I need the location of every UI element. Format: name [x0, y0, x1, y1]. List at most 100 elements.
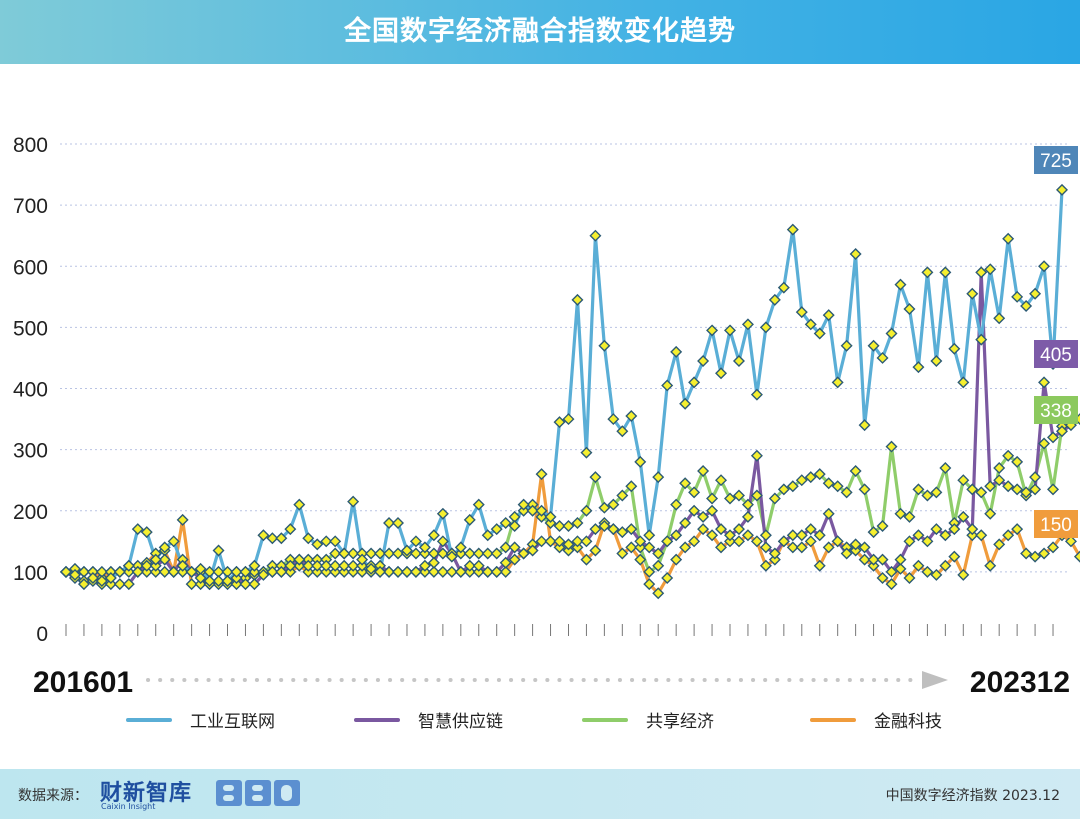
data-point	[392, 565, 404, 578]
data-point	[1011, 455, 1024, 468]
data-point	[427, 565, 440, 578]
data-point	[849, 538, 862, 551]
data-point	[984, 480, 997, 493]
data-point	[688, 535, 701, 548]
y-tick-label: 500	[13, 317, 48, 340]
data-point	[804, 318, 817, 331]
data-point	[1011, 483, 1024, 496]
data-point	[849, 465, 862, 478]
data-point	[822, 507, 835, 520]
data-point	[589, 229, 602, 242]
data-point	[176, 565, 189, 578]
data-point	[167, 565, 180, 578]
data-point	[463, 547, 476, 560]
data-point	[840, 486, 853, 499]
data-point	[338, 547, 351, 560]
data-point	[697, 523, 710, 536]
data-point	[544, 516, 557, 529]
data-point	[903, 571, 916, 584]
data-point	[706, 492, 719, 505]
data-point	[1047, 431, 1060, 444]
data-point	[652, 547, 665, 560]
data-point	[1038, 437, 1051, 450]
data-point	[409, 565, 422, 578]
data-point	[993, 474, 1006, 487]
data-point	[284, 565, 297, 578]
data-point	[427, 529, 440, 542]
data-point	[589, 544, 602, 557]
data-point	[598, 520, 611, 533]
end-label-box	[1034, 146, 1078, 174]
data-point	[1020, 547, 1033, 560]
data-point	[418, 541, 431, 554]
data-point	[616, 547, 629, 560]
data-point	[885, 440, 898, 453]
data-point	[706, 529, 719, 542]
data-point	[966, 483, 979, 496]
data-point	[715, 523, 728, 536]
data-point	[562, 544, 575, 557]
data-point	[176, 513, 189, 526]
data-point	[365, 547, 378, 560]
data-point	[1002, 480, 1015, 493]
end-label-box	[1034, 340, 1078, 368]
data-point	[849, 544, 862, 557]
data-point	[858, 483, 871, 496]
data-point	[293, 559, 306, 572]
data-point	[517, 498, 530, 511]
data-point	[759, 321, 772, 334]
x-range-arrow	[922, 671, 948, 689]
data-point	[670, 553, 683, 566]
data-point	[230, 565, 243, 578]
data-point	[140, 565, 153, 578]
data-point	[939, 461, 952, 474]
data-point	[194, 578, 207, 591]
data-point	[643, 529, 656, 542]
data-point	[661, 379, 674, 392]
data-point	[1038, 260, 1051, 273]
data-point	[813, 529, 826, 542]
data-point	[858, 553, 871, 566]
data-point	[445, 550, 458, 563]
data-point	[598, 339, 611, 352]
data-point	[499, 516, 512, 529]
data-point	[248, 559, 261, 572]
data-point	[356, 565, 369, 578]
data-point	[266, 532, 279, 545]
data-point	[984, 559, 997, 572]
data-point	[993, 312, 1006, 325]
data-point	[688, 504, 701, 517]
data-point	[356, 559, 369, 572]
data-point	[679, 516, 692, 529]
data-point	[490, 547, 503, 560]
footer-bar: 数据来源： 财新智库 Caixin Insight 中国数字经济指数 2023.…	[0, 769, 1080, 819]
x-end-label: 202312	[970, 666, 1070, 699]
data-point	[777, 535, 790, 548]
data-point	[786, 529, 799, 542]
data-point	[356, 553, 369, 566]
data-point	[616, 489, 629, 502]
data-point	[948, 523, 961, 536]
data-point	[975, 486, 988, 499]
data-point	[679, 477, 692, 490]
data-point	[239, 578, 252, 591]
data-point	[580, 553, 593, 566]
data-point	[724, 324, 736, 337]
data-point	[1029, 550, 1042, 563]
data-point	[786, 480, 799, 493]
data-point	[679, 541, 692, 554]
data-point	[652, 559, 665, 572]
data-point	[741, 510, 754, 523]
data-point	[167, 535, 180, 548]
data-point	[113, 565, 126, 578]
data-point	[230, 578, 243, 591]
line-chart: 0 100 200 300 400 500 600 700 800 725 405 338 150 2…	[13, 134, 1080, 732]
data-point	[508, 541, 521, 554]
data-point	[535, 468, 548, 481]
data-point	[795, 474, 808, 487]
data-point	[921, 535, 934, 548]
data-point	[311, 559, 324, 572]
data-point	[759, 529, 772, 542]
data-point	[86, 571, 99, 584]
data-point	[984, 507, 997, 520]
